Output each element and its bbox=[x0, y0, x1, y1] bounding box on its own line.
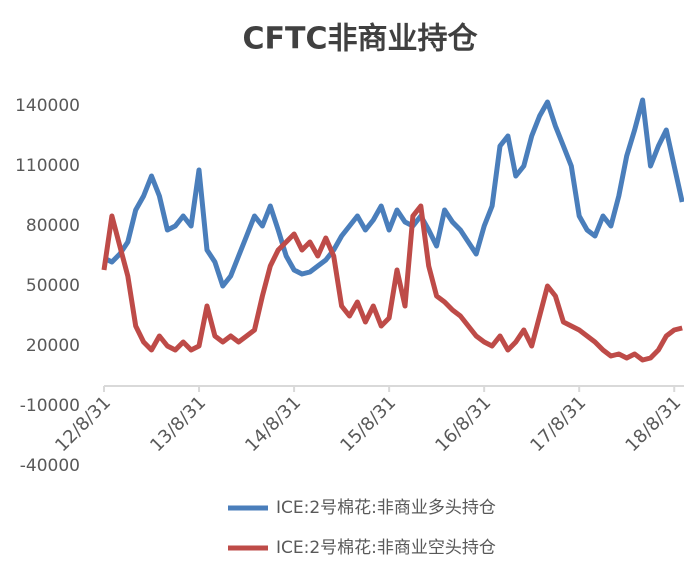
series-line bbox=[101, 203, 683, 363]
x-tick-label: 13/8/31 bbox=[146, 392, 210, 456]
y-tick-label: 20000 bbox=[26, 336, 80, 356]
y-tick-label: 140000 bbox=[15, 96, 80, 116]
legend-label: ICE:2号棉花:非商业多头持仓 bbox=[276, 498, 496, 518]
x-tick-label: 17/8/31 bbox=[526, 392, 590, 456]
x-tick-label: 14/8/31 bbox=[241, 392, 305, 456]
y-tick-label: -10000 bbox=[20, 396, 80, 416]
x-tick-label: 18/8/31 bbox=[621, 392, 684, 456]
x-tick-label: 16/8/31 bbox=[431, 392, 495, 456]
series-line bbox=[102, 97, 684, 289]
y-tick-label: -40000 bbox=[20, 456, 80, 476]
y-tick-label: 110000 bbox=[15, 156, 80, 176]
chart-title: CFTC非商业持仓 bbox=[243, 22, 479, 57]
y-tick-label: 80000 bbox=[26, 216, 80, 236]
x-tick-label: 15/8/31 bbox=[336, 392, 400, 456]
y-tick-label: 50000 bbox=[26, 276, 80, 296]
legend-label: ICE:2号棉花:非商业空头持仓 bbox=[276, 538, 496, 558]
